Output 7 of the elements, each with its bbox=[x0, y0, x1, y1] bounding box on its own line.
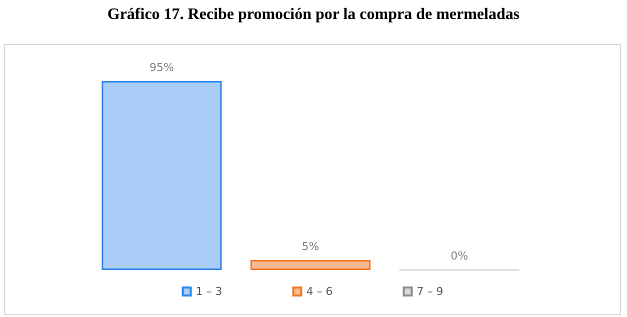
data-label: 0% bbox=[450, 249, 468, 262]
chart-title: Gráfico 17. Recibe promoción por la compra de mermeladas bbox=[106, 6, 521, 24]
legend-label: 4 – 6 bbox=[306, 285, 333, 298]
data-label: 5% bbox=[302, 240, 320, 254]
legend-label: 7 – 9 bbox=[416, 285, 444, 298]
data-label: 95% bbox=[149, 60, 174, 74]
legend-label: 1 – 3 bbox=[196, 285, 222, 298]
